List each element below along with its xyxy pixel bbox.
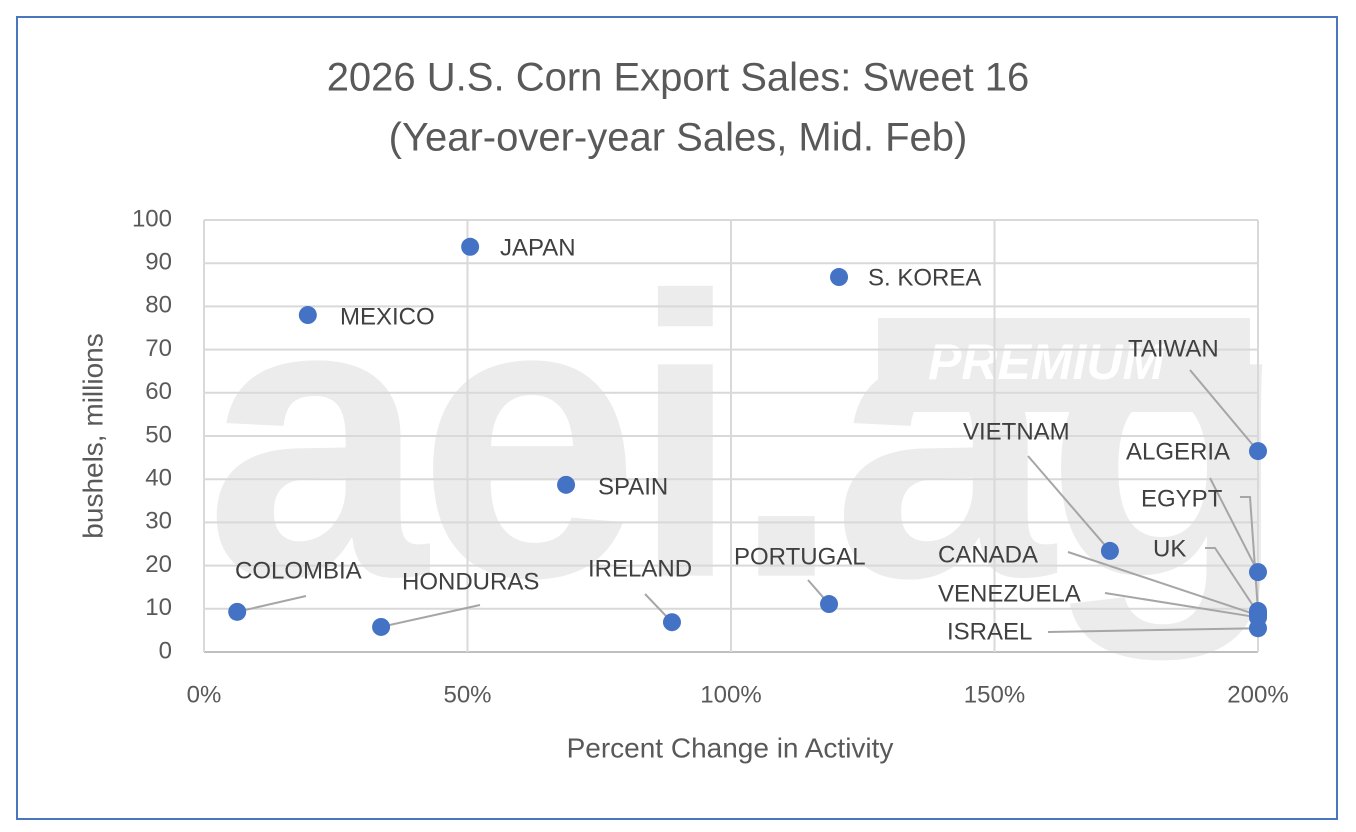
data-label: ISRAEL [947, 618, 1032, 645]
point [228, 602, 247, 621]
leader-line [1067, 551, 1259, 617]
data-label: JAPAN [500, 234, 576, 261]
watermark-text: aei.ag [205, 214, 1279, 664]
x-tick-label: 0% [187, 681, 222, 708]
point [830, 268, 849, 287]
y-tick-label: 60 [145, 378, 172, 405]
data-label: VENEZUELA [938, 580, 1081, 607]
y-tick-label: 30 [145, 508, 172, 535]
x-tick-label: 150% [964, 681, 1025, 708]
data-label: PORTUGAL [734, 543, 866, 570]
data-label: IRELAND [588, 555, 692, 582]
y-tick-label: 100 [132, 205, 172, 232]
x-tick-label: 100% [700, 681, 761, 708]
data-label: CANADA [938, 541, 1038, 568]
y-axis-title: bushels, millions [77, 333, 108, 538]
leader-line [380, 604, 481, 628]
y-tick-label: 20 [145, 551, 172, 578]
point [1249, 442, 1267, 461]
point [820, 595, 839, 614]
watermark-badge: PREMIUM [928, 334, 1165, 390]
y-tick-label: 80 [145, 292, 172, 319]
y-tick-label: 70 [145, 335, 172, 362]
data-label: UK [1153, 535, 1186, 562]
x-tick-label: 200% [1227, 681, 1288, 708]
point [372, 617, 391, 636]
leader-line [236, 595, 307, 613]
watermark-badge-bg [878, 318, 1250, 412]
data-label: COLOMBIA [235, 557, 362, 584]
leader-line [1027, 455, 1111, 552]
point [1100, 541, 1119, 560]
y-tick-label: 0 [159, 637, 172, 664]
chart-subtitle: (Year-over-year Sales, Mid. Feb) [389, 116, 968, 160]
x-axis-title: Percent Change in Activity [567, 732, 894, 763]
y-tick-label: 40 [145, 465, 172, 492]
data-label: VIETNAM [963, 418, 1070, 445]
point [1249, 563, 1267, 582]
point [662, 613, 681, 632]
data-label: EGYPT [1141, 485, 1223, 512]
leader-line [1205, 547, 1259, 614]
y-tick-label: 50 [145, 421, 172, 448]
chart-frame [16, 16, 1338, 820]
point [298, 306, 317, 325]
y-tick-label: 90 [145, 249, 172, 276]
data-label: ALGERIA [1126, 438, 1230, 465]
leader-line [1047, 627, 1259, 633]
data-label: MEXICO [340, 303, 435, 330]
leader-line [1189, 369, 1259, 452]
point [461, 237, 480, 256]
leader-line [1104, 592, 1259, 619]
data-label: HONDURAS [402, 568, 539, 595]
point [1249, 619, 1267, 638]
x-tick-label: 50% [443, 681, 491, 708]
y-tick-label: 10 [145, 594, 172, 621]
data-label: TAIWAN [1128, 335, 1219, 362]
leader-line [1209, 477, 1259, 573]
data-label: S. KOREA [868, 264, 981, 291]
point [557, 475, 576, 494]
data-label: SPAIN [598, 473, 668, 500]
chart-title: 2026 U.S. Corn Export Sales: Sweet 16 [327, 56, 1030, 100]
